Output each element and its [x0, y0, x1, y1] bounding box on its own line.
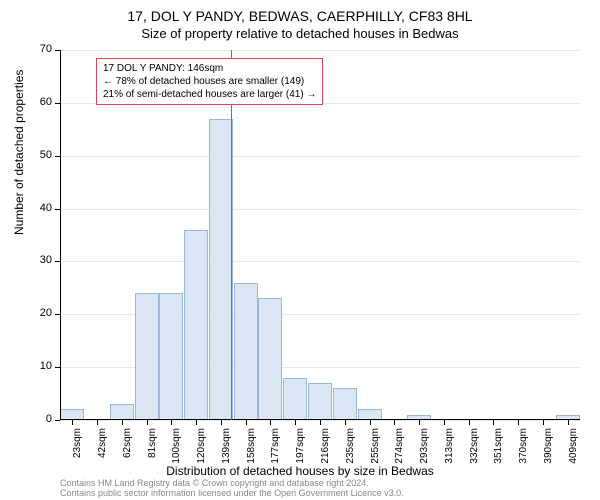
- x-tick-mark: [394, 420, 395, 425]
- y-tick-label: 10: [22, 360, 52, 372]
- plot-region: 01020304050607023sqm42sqm62sqm81sqm100sq…: [60, 50, 580, 420]
- x-tick-mark: [221, 420, 222, 425]
- annotation-line: ← 78% of detached houses are smaller (14…: [103, 75, 316, 88]
- histogram-bar: [135, 293, 159, 420]
- x-tick-mark: [419, 420, 420, 425]
- x-tick-mark: [72, 420, 73, 425]
- footer-text: Contains HM Land Registry data © Crown c…: [60, 478, 404, 498]
- annotation-line: 17 DOL Y PANDY: 146sqm: [103, 62, 316, 75]
- gridline: [60, 209, 580, 210]
- x-tick-mark: [518, 420, 519, 425]
- chart-title-sub: Size of property relative to detached ho…: [0, 24, 600, 41]
- gridline: [60, 156, 580, 157]
- y-tick-label: 40: [22, 202, 52, 214]
- histogram-bar: [308, 383, 332, 420]
- gridline: [60, 261, 580, 262]
- histogram-bar: [333, 388, 357, 420]
- x-tick-mark: [122, 420, 123, 425]
- y-tick-label: 20: [22, 307, 52, 319]
- x-axis-label: Distribution of detached houses by size …: [0, 464, 600, 478]
- footer-line1: Contains HM Land Registry data © Crown c…: [60, 478, 404, 488]
- histogram-bar: [110, 404, 134, 420]
- x-tick-mark: [246, 420, 247, 425]
- y-tick-label: 70: [22, 43, 52, 55]
- footer-line2: Contains public sector information licen…: [60, 488, 404, 498]
- histogram-bar: [234, 283, 258, 420]
- y-tick-label: 30: [22, 254, 52, 266]
- x-tick-mark: [295, 420, 296, 425]
- histogram-bar: [159, 293, 183, 420]
- annotation-box: 17 DOL Y PANDY: 146sqm← 78% of detached …: [96, 58, 323, 105]
- annotation-line: 21% of semi-detached houses are larger (…: [103, 88, 316, 101]
- x-tick-mark: [568, 420, 569, 425]
- x-tick-mark: [444, 420, 445, 425]
- x-tick-mark: [543, 420, 544, 425]
- chart-area: 01020304050607023sqm42sqm62sqm81sqm100sq…: [60, 50, 580, 420]
- reference-line: [231, 50, 232, 420]
- x-tick-mark: [493, 420, 494, 425]
- histogram-bar: [209, 119, 233, 420]
- x-axis-line: [60, 419, 580, 420]
- y-tick-label: 50: [22, 149, 52, 161]
- x-tick-mark: [270, 420, 271, 425]
- y-axis-label: Number of detached properties: [12, 70, 26, 235]
- x-tick-mark: [97, 420, 98, 425]
- x-tick-mark: [171, 420, 172, 425]
- x-tick-mark: [345, 420, 346, 425]
- x-tick-mark: [370, 420, 371, 425]
- histogram-bar: [184, 230, 208, 420]
- gridline: [60, 50, 580, 51]
- y-axis-line: [60, 50, 61, 420]
- chart-title-main: 17, DOL Y PANDY, BEDWAS, CAERPHILLY, CF8…: [0, 0, 600, 24]
- x-tick-mark: [469, 420, 470, 425]
- y-tick-label: 60: [22, 96, 52, 108]
- y-tick-label: 0: [22, 413, 52, 425]
- histogram-bar: [283, 378, 307, 420]
- x-tick-mark: [320, 420, 321, 425]
- x-tick-mark: [196, 420, 197, 425]
- y-tick-mark: [55, 420, 60, 421]
- histogram-bar: [258, 298, 282, 420]
- x-tick-mark: [147, 420, 148, 425]
